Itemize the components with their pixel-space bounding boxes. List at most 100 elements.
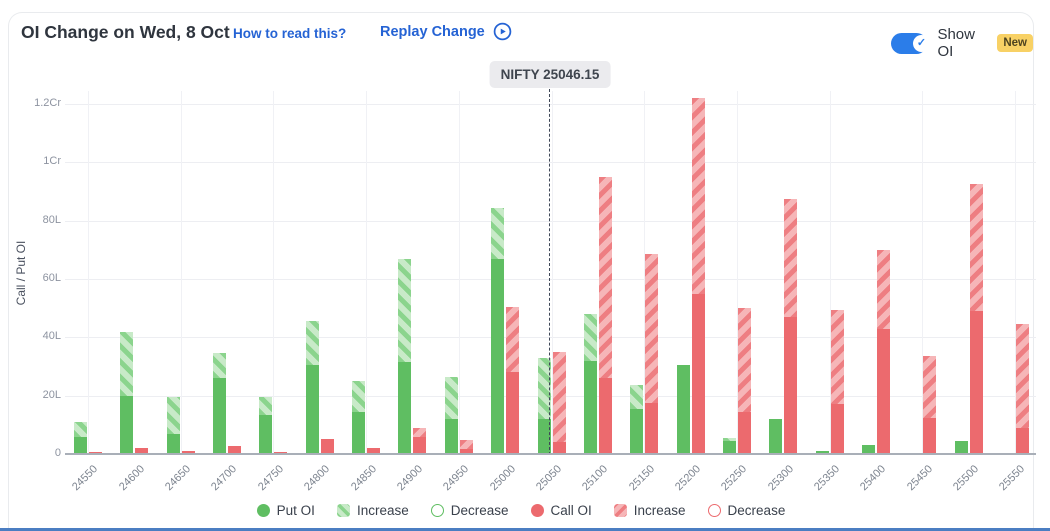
put-existing-segment — [630, 408, 644, 454]
put-bar-24800[interactable] — [305, 321, 319, 454]
call-existing-segment — [181, 451, 195, 454]
call-bar-25450[interactable] — [923, 356, 937, 454]
x-tick-25500: 25500 — [951, 463, 982, 494]
put-existing-segment — [444, 419, 458, 454]
put-increase-segment — [491, 207, 505, 259]
call-existing-segment — [552, 442, 566, 454]
put-bar-24950[interactable] — [444, 376, 458, 454]
put-existing-segment — [398, 362, 412, 454]
call-bar-25500[interactable] — [969, 184, 983, 454]
put-existing-segment — [537, 419, 551, 454]
put-increase-segment — [213, 353, 227, 379]
show-oi-toggle[interactable]: ✓ — [891, 32, 930, 54]
legend-red-decrease[interactable]: Decrease — [707, 503, 785, 518]
x-tick-25350: 25350 — [811, 463, 843, 494]
x-tick-25400: 25400 — [858, 463, 889, 494]
call-existing-segment — [784, 316, 798, 454]
x-tick-24700: 24700 — [209, 463, 240, 494]
call-bar-24900[interactable] — [413, 427, 427, 454]
call-existing-segment — [737, 411, 751, 454]
call-bar-24550[interactable] — [89, 451, 102, 454]
put-bar-24550[interactable] — [74, 421, 87, 454]
put-increase-segment — [305, 321, 319, 366]
call-increase-segment — [784, 198, 798, 317]
call-bar-25250[interactable] — [737, 308, 751, 454]
call-bar-25050[interactable] — [552, 351, 566, 454]
put-bar-25000[interactable] — [491, 207, 505, 454]
panel-title: OI Change on Wed, 8 Oct — [21, 22, 230, 42]
call-increase-segment — [830, 309, 844, 405]
call-increase-segment — [598, 176, 612, 379]
call-bar-25350[interactable] — [830, 309, 844, 454]
call-existing-segment — [645, 402, 659, 454]
x-tick-25200: 25200 — [672, 463, 704, 494]
put-bar-25100[interactable] — [583, 314, 597, 454]
put-bar-25500[interactable] — [954, 440, 968, 454]
v-gridline-24950 — [458, 91, 460, 454]
play-icon[interactable] — [493, 22, 512, 41]
call-bar-24750[interactable] — [274, 451, 288, 454]
put-bar-25150[interactable] — [630, 385, 644, 454]
put-bar-24750[interactable] — [259, 397, 273, 454]
call-bar-25000[interactable] — [506, 306, 520, 454]
call-bar-24650[interactable] — [181, 451, 195, 454]
put-bar-25200[interactable] — [676, 365, 690, 454]
x-tick-25300: 25300 — [765, 463, 796, 494]
put-increase-segment — [120, 331, 134, 396]
solid-green-legend-icon — [256, 504, 270, 517]
y-tick-20L: 20L — [42, 388, 61, 401]
legend-red-call-oi[interactable]: Call OI — [530, 503, 592, 518]
legend-green-increase[interactable]: Increase — [336, 503, 409, 518]
put-existing-segment — [954, 440, 968, 454]
call-increase-segment — [737, 308, 751, 412]
put-existing-segment — [676, 365, 690, 454]
put-bar-24650[interactable] — [166, 397, 180, 454]
x-tick-24550: 24550 — [70, 463, 101, 494]
call-bar-25100[interactable] — [598, 176, 612, 454]
y-tick-80L: 80L — [42, 213, 61, 226]
outline-red-legend-icon — [707, 504, 721, 517]
put-existing-segment — [74, 436, 87, 454]
put-existing-segment — [213, 378, 227, 454]
v-gridline-24550 — [88, 91, 89, 454]
call-bar-24700[interactable] — [228, 446, 242, 454]
put-bar-25050[interactable] — [537, 357, 551, 454]
v-gridline-24650 — [180, 91, 182, 454]
legend-green-put-oi[interactable]: Put OI — [256, 503, 315, 518]
replay-change-link[interactable]: Replay Change — [380, 22, 512, 41]
call-bar-25300[interactable] — [784, 198, 798, 454]
call-bar-24950[interactable] — [459, 440, 473, 454]
x-tick-24850: 24850 — [348, 463, 379, 494]
call-bar-24800[interactable] — [320, 439, 334, 454]
replay-change-label: Replay Change — [380, 23, 485, 40]
call-existing-segment — [274, 451, 288, 454]
legend-green-decrease[interactable]: Decrease — [430, 503, 509, 518]
call-increase-segment — [506, 306, 520, 373]
check-icon: ✓ — [916, 36, 927, 49]
call-bar-25150[interactable] — [645, 254, 659, 454]
put-increase-segment — [444, 376, 458, 419]
nifty-reference-line — [549, 89, 550, 455]
call-bar-25400[interactable] — [876, 249, 890, 454]
call-bar-25550[interactable] — [1016, 324, 1029, 454]
put-bar-24600[interactable] — [120, 331, 134, 454]
call-existing-segment — [413, 436, 427, 454]
call-bar-25200[interactable] — [691, 98, 705, 454]
call-increase-segment — [923, 356, 937, 418]
card: OI Change on Wed, 8 Oct How to read this… — [8, 12, 1036, 531]
call-bar-24600[interactable] — [135, 448, 149, 454]
put-bar-24900[interactable] — [398, 258, 412, 454]
put-bar-24850[interactable] — [352, 381, 366, 454]
put-bar-25350[interactable] — [815, 451, 829, 454]
how-to-read-link[interactable]: How to read this? — [233, 26, 347, 41]
solid-red-legend-icon — [530, 504, 544, 517]
put-bar-25300[interactable] — [769, 419, 783, 454]
h-gridline-1Cr — [65, 162, 1036, 164]
legend-red-increase[interactable]: Increase — [613, 503, 686, 518]
call-bar-24850[interactable] — [367, 448, 381, 454]
x-tick-25550: 25550 — [997, 463, 1028, 494]
put-bar-24700[interactable] — [213, 353, 227, 454]
put-bar-25400[interactable] — [861, 445, 875, 454]
put-increase-segment — [537, 357, 551, 419]
put-bar-25250[interactable] — [722, 437, 736, 454]
